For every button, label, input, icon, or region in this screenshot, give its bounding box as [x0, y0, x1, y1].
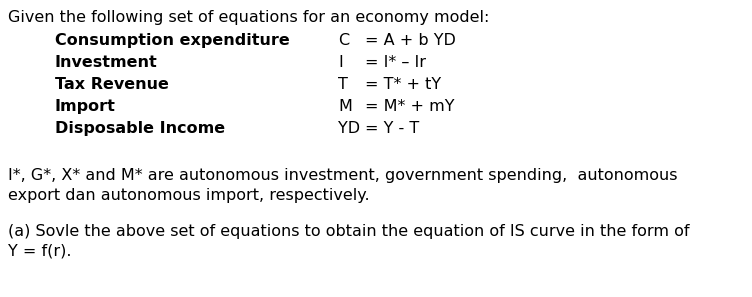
Text: I: I [338, 55, 343, 70]
Text: Consumption expenditure: Consumption expenditure [55, 33, 290, 48]
Text: Investment: Investment [55, 55, 158, 70]
Text: I*, G*, X* and M* are autonomous investment, government spending,  autonomous: I*, G*, X* and M* are autonomous investm… [8, 168, 678, 183]
Text: T: T [338, 77, 348, 92]
Text: = Y - T: = Y - T [365, 121, 420, 136]
Text: = A + b YD: = A + b YD [365, 33, 456, 48]
Text: = T* + tY: = T* + tY [365, 77, 441, 92]
Text: Y = f(r).: Y = f(r). [8, 244, 71, 259]
Text: = I* – Ir: = I* – Ir [365, 55, 426, 70]
Text: Given the following set of equations for an economy model:: Given the following set of equations for… [8, 10, 490, 25]
Text: C: C [338, 33, 349, 48]
Text: Import: Import [55, 99, 116, 114]
Text: Disposable Income: Disposable Income [55, 121, 225, 136]
Text: export dan autonomous import, respectively.: export dan autonomous import, respective… [8, 188, 370, 203]
Text: = M* + mY: = M* + mY [365, 99, 454, 114]
Text: YD: YD [338, 121, 360, 136]
Text: M: M [338, 99, 352, 114]
Text: (a) Sovle the above set of equations to obtain the equation of IS curve in the f: (a) Sovle the above set of equations to … [8, 224, 690, 239]
Text: Tax Revenue: Tax Revenue [55, 77, 169, 92]
